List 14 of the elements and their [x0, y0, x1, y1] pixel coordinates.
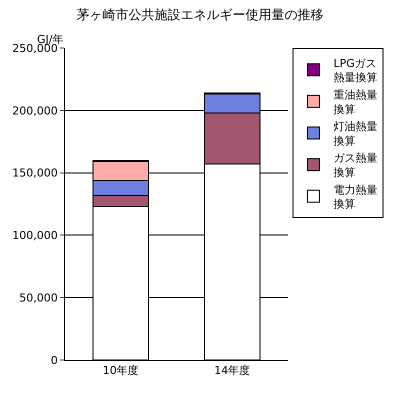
y-tick-label: 200,000: [12, 104, 58, 118]
legend-label: 重油熱量換算: [333, 88, 378, 116]
legend-label: LPGガス熱量換算: [333, 56, 378, 84]
chart-title: 茅ヶ崎市公共施設エネルギー使用量の推移: [76, 8, 324, 24]
legend-label: 灯油熱量換算: [333, 120, 378, 148]
legend-label: ガス熱量換算: [333, 152, 378, 180]
x-tick-label: 10年度: [102, 364, 139, 378]
y-tick-label: 50,000: [19, 291, 58, 304]
y-axis-title: GJ/年: [37, 33, 64, 46]
y-tick-label: 150,000: [12, 166, 58, 180]
legend-label: 電力熱量換算: [333, 183, 378, 211]
y-tick-label: 100,000: [12, 229, 58, 242]
y-tick-label: 0: [50, 354, 58, 367]
x-tick-label: 14年度: [214, 364, 250, 378]
